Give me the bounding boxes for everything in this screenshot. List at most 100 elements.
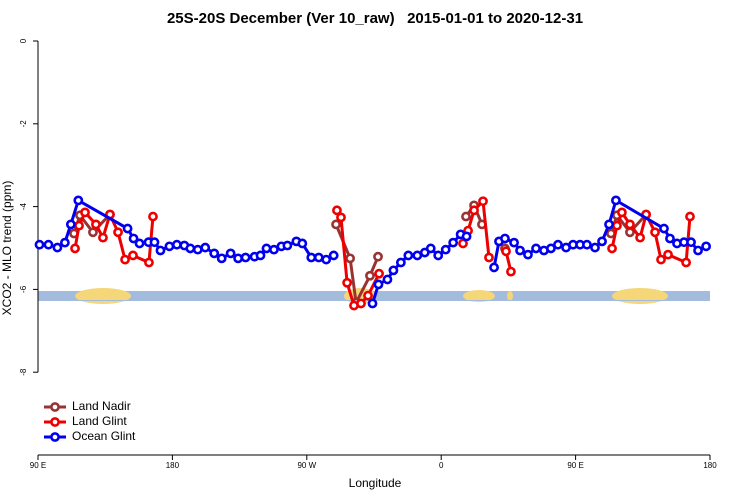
data-point xyxy=(120,254,130,265)
data-point xyxy=(128,233,139,244)
data-point xyxy=(240,252,251,263)
data-point xyxy=(171,239,182,250)
data-point xyxy=(373,279,384,290)
data-point xyxy=(74,220,84,231)
data-point xyxy=(553,239,563,250)
data-point xyxy=(388,265,399,276)
data-point xyxy=(313,252,324,263)
data-point xyxy=(448,237,459,248)
y-tick-label: -8 xyxy=(19,368,28,376)
data-point xyxy=(478,196,488,207)
data-point xyxy=(693,245,703,256)
data-point xyxy=(88,227,98,238)
data-point xyxy=(269,244,279,255)
data-point xyxy=(342,277,353,288)
data-point xyxy=(363,290,373,301)
data-point xyxy=(523,249,533,260)
x-axis-title: Longitude xyxy=(349,476,402,490)
data-point xyxy=(306,252,317,263)
data-point xyxy=(144,257,154,268)
land-region xyxy=(612,288,668,304)
legend-swatch-marker xyxy=(50,432,60,442)
legend-label: Ocean Glint xyxy=(72,429,136,443)
data-point xyxy=(701,241,712,252)
data-point xyxy=(365,270,375,281)
data-point xyxy=(582,239,592,250)
data-point xyxy=(70,243,80,254)
data-point xyxy=(597,236,607,247)
y-tick-label: 0 xyxy=(19,38,28,43)
data-point xyxy=(185,243,196,254)
land-region xyxy=(463,290,495,302)
data-point xyxy=(440,244,451,255)
data-point xyxy=(80,207,90,218)
data-point xyxy=(500,233,510,244)
data-point xyxy=(297,238,308,249)
data-point xyxy=(134,238,145,249)
y-axis-title: XCO2 - MLO trend (ppm) xyxy=(0,181,14,316)
data-point xyxy=(625,219,635,230)
data-point xyxy=(356,298,366,309)
data-point xyxy=(345,253,356,264)
data-point xyxy=(336,212,346,223)
data-point xyxy=(616,207,627,218)
data-point xyxy=(209,248,220,259)
data-point xyxy=(52,242,63,253)
data-point xyxy=(458,238,468,249)
data-point xyxy=(607,243,617,254)
x-tick-label: 90 E xyxy=(567,461,583,470)
data-point xyxy=(34,239,45,250)
data-point xyxy=(469,205,479,216)
data-point xyxy=(604,219,614,230)
data-point xyxy=(484,252,494,263)
data-point xyxy=(611,195,621,206)
x-tick-label: 90 E xyxy=(30,461,46,470)
data-point xyxy=(403,250,414,261)
data-point xyxy=(412,250,423,261)
x-tick-label: 0 xyxy=(439,461,444,470)
data-point xyxy=(433,250,444,261)
data-point xyxy=(331,219,341,230)
data-point xyxy=(395,257,406,268)
data-point xyxy=(216,253,227,264)
legend-swatch-marker xyxy=(50,402,60,412)
x-tick-label: 180 xyxy=(703,461,717,470)
data-point xyxy=(43,239,54,250)
data-point xyxy=(515,245,525,256)
data-point xyxy=(546,243,556,254)
data-point xyxy=(225,248,236,259)
data-point xyxy=(635,232,646,243)
data-point xyxy=(425,243,436,254)
data-point xyxy=(65,219,76,230)
land-region xyxy=(75,288,131,304)
data-point xyxy=(501,246,511,257)
data-point xyxy=(650,227,660,238)
data-point xyxy=(59,237,70,248)
data-point xyxy=(367,298,378,309)
data-point xyxy=(149,237,160,248)
data-point xyxy=(113,227,123,238)
legend-label: Land Nadir xyxy=(72,399,131,413)
data-point xyxy=(665,233,675,244)
data-point xyxy=(73,195,84,206)
y-tick-label: -2 xyxy=(19,120,28,128)
data-point xyxy=(98,232,108,243)
data-point xyxy=(509,237,519,248)
data-point xyxy=(328,250,339,261)
data-point xyxy=(489,262,499,273)
data-point xyxy=(685,211,695,222)
data-point xyxy=(255,250,266,261)
data-point xyxy=(681,257,692,268)
data-point xyxy=(374,268,384,279)
data-point xyxy=(155,245,166,256)
data-point xyxy=(200,242,211,253)
y-tick-label: -6 xyxy=(19,285,28,293)
data-point xyxy=(461,211,471,222)
data-point xyxy=(261,243,272,254)
data-point xyxy=(461,231,472,242)
y-tick-label: -4 xyxy=(19,202,28,210)
data-point xyxy=(192,244,203,255)
data-point xyxy=(590,242,600,253)
series-line xyxy=(73,199,692,308)
